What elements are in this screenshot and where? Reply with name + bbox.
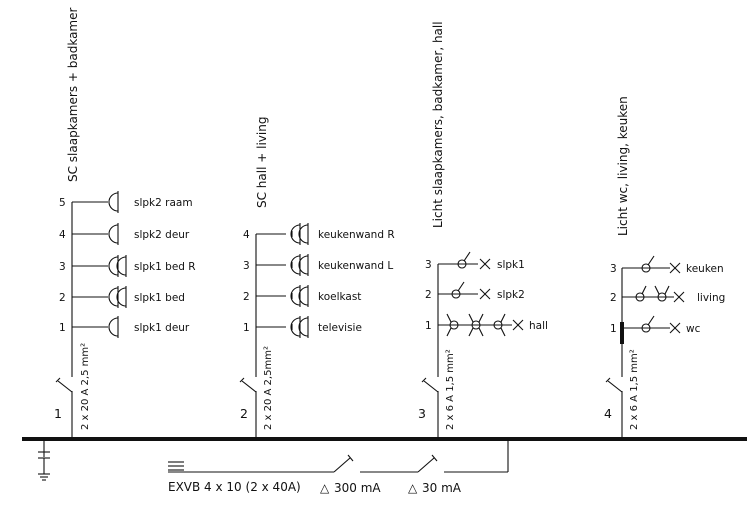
switch-icon [446,313,506,337]
delta-icon: △ [408,481,418,495]
circuit-1[interactable]: 1 wc [610,315,701,335]
socket-icon [108,255,127,277]
group-cable: 2 x 6 A 1,5 mm² [629,349,640,430]
circuit-4[interactable]: 4 slpk2 deur [59,223,190,245]
circuit-label: slpk2 raam [134,197,193,209]
switch-icon [641,255,655,273]
breaker-icon[interactable] [421,377,439,439]
socket-icon [108,316,119,338]
circuit-label: keuken [686,263,724,275]
circuit-number: 4 [243,229,250,241]
switch-icon [457,251,471,269]
circuit-3[interactable]: 3 slpk1 [425,251,525,271]
group-cable: 2 x 20 A 2,5mm² [263,346,274,430]
rcd-main-switch[interactable] [333,454,354,473]
group-title: SC hall + living [255,117,269,208]
circuit-label: keukenwand R [318,229,395,241]
circuit-label: slpk1 bed [134,292,185,304]
group-number: 2 [240,406,248,421]
circuit-4[interactable]: 4 keukenwand R [243,223,395,245]
circuit-3[interactable]: 3 keuken [610,255,724,275]
circuit-2[interactable]: 2 slpk2 [425,281,525,301]
group-number: 3 [418,406,426,421]
circuit-label: koelkast [318,291,361,303]
circuit-5[interactable]: 5 slpk2 raam [59,191,193,213]
lamp-icon [512,319,524,331]
circuit-number: 5 [59,197,66,209]
circuit-number: 3 [610,263,617,275]
circuit-number: 2 [425,289,432,301]
circuit-number: 4 [59,229,66,241]
circuit-3[interactable]: 3 slpk1 bed R [59,255,196,277]
circuit-number: 1 [425,320,432,332]
circuit-number: 2 [243,291,250,303]
rcd-sub-switch[interactable] [417,454,438,473]
lamp-icon [669,262,681,274]
circuit-label: slpk2 [497,289,525,301]
group-title: Licht slaapkamers, badkamer, hall [431,21,445,228]
socket-icon [108,223,119,245]
group-3: Licht slaapkamers, badkamer, hall 3 2 x … [418,21,548,439]
group-number: 1 [54,406,62,421]
circuit-2[interactable]: 2 slpk1 bed [59,286,185,308]
earth-icon [38,439,50,481]
circuit-label: living [697,292,725,304]
circuit-number: 1 [59,322,66,334]
circuit-label: slpk1 [497,259,525,271]
socket-icon [108,286,127,308]
circuit-label: wc [686,323,701,335]
cable-marker-icon [168,461,184,471]
group-title: Licht wc, living, keuken [616,96,630,236]
switch-icon [451,281,465,299]
circuit-label: slpk2 deur [134,229,190,241]
breaker-icon[interactable] [605,377,623,439]
circuit-label: hall [529,320,548,332]
circuit-number: 1 [610,323,617,335]
circuit-label: slpk1 bed R [134,261,196,273]
group-cable: 2 x 6 A 1,5 mm² [445,349,456,430]
circuit-label: slpk1 deur [134,322,190,334]
supply-cable-label: EXVB 4 x 10 (2 x 40A) [168,480,301,494]
circuit-number: 2 [59,292,66,304]
circuit-label: keukenwand L [318,260,393,272]
circuit-number: 3 [59,261,66,273]
group-title: SC slaapkamers + badkamer [66,7,80,182]
socket-icon [108,191,119,213]
circuit-2[interactable]: 2 koelkast [243,285,361,307]
supply-section: EXVB 4 x 10 (2 x 40A) △ 300 mA △ 30 mA [168,439,509,495]
group-1: SC slaapkamers + badkamer 1 2 x 20 A 2,5… [54,7,196,439]
breaker-icon[interactable] [239,377,257,439]
lamp-icon [479,258,491,270]
circuit-1[interactable]: 1 slpk1 deur [59,316,190,338]
circuit-number: 1 [243,322,250,334]
group-number: 4 [604,406,612,421]
group-2: SC hall + living 2 2 x 20 A 2,5mm² 4 keu… [239,117,395,439]
circuit-3[interactable]: 3 keukenwand L [243,254,393,276]
switch-icon [635,285,670,302]
circuit-2[interactable]: 2 living [610,285,725,304]
delta-icon: △ [320,481,330,495]
socket-icon [290,316,309,338]
lamp-icon [669,322,681,334]
socket-icon [290,254,309,276]
socket-icon [290,223,309,245]
circuit-number: 3 [425,259,432,271]
group-cable: 2 x 20 A 2,5 mm² [80,343,91,430]
group-4: Licht wc, living, keuken 4 2 x 6 A 1,5 m… [604,96,725,439]
circuit-1[interactable]: 1 televisie [243,316,362,338]
circuit-1[interactable]: 1 hall [425,313,548,337]
circuit-number: 3 [243,260,250,272]
breaker-icon[interactable] [55,377,73,439]
switch-icon [641,315,655,333]
lamp-icon [479,288,491,300]
rcd-sub-label: 30 mA [422,481,462,495]
rcd-main-label: 300 mA [334,481,381,495]
lamp-icon [673,291,685,303]
circuit-number: 2 [610,292,617,304]
circuit-label: televisie [318,322,362,334]
socket-icon [290,285,309,307]
